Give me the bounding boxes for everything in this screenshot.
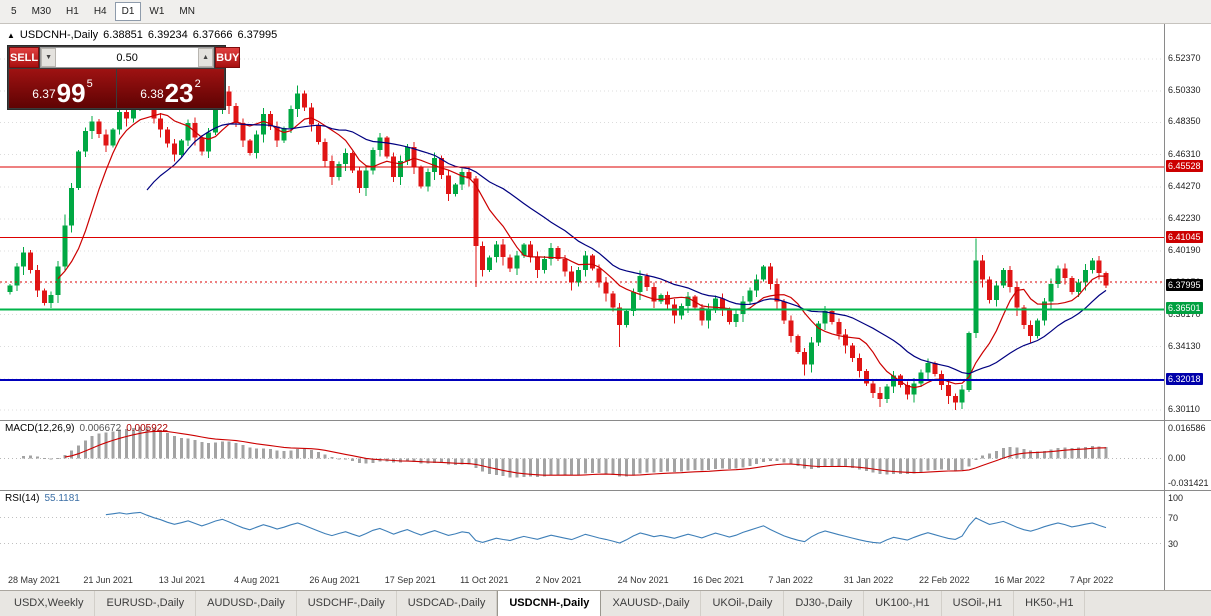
buy-button[interactable]: BUY — [215, 47, 241, 68]
price-line-label: 6.32018 — [1166, 372, 1203, 385]
volume-increase-icon[interactable]: ▲ — [198, 48, 214, 67]
sell-price-prefix: 6.37 — [32, 87, 56, 101]
symbol-tab-xauusd-daily[interactable]: XAUUSD-,Daily — [601, 591, 702, 616]
date-tick-label: 26 Aug 2021 — [309, 575, 360, 585]
volume-input[interactable] — [56, 48, 199, 67]
buy-price-pips: 23 — [164, 77, 194, 108]
rsi-value: 55.1181 — [44, 493, 80, 504]
date-tick-label: 28 May 2021 — [8, 575, 61, 585]
symbol-tab-uk100-h1[interactable]: UK100-,H1 — [864, 591, 942, 616]
ohlc-open: 6.38851 — [103, 29, 143, 41]
panel-divider — [1165, 420, 1211, 421]
symbol-tab-usdx-weekly[interactable]: USDX,Weekly — [3, 591, 96, 616]
date-tick-label: 22 Feb 2022 — [919, 575, 970, 585]
date-tick-label: 31 Jan 2022 — [843, 575, 894, 585]
macd-label: MACD(12,26,9) — [5, 423, 75, 434]
rsi-indicator-panel[interactable] — [0, 490, 1164, 571]
date-tick-label: 16 Mar 2022 — [994, 575, 1045, 585]
timeframe-toolbar: 5 M30 H1 H4 D1 W1 MN — [0, 0, 1211, 24]
symbol-tab-dj30-daily[interactable]: DJ30-,Daily — [784, 591, 865, 616]
sell-price-point: 5 — [86, 78, 93, 90]
macd-axis-zero: 0.00 — [1168, 453, 1186, 464]
volume-decrease-icon[interactable]: ▼ — [41, 48, 57, 67]
date-tick-label: 16 Dec 2021 — [693, 575, 745, 585]
panel-divider — [1165, 490, 1211, 491]
volume-stepper: ▼ ▲ — [40, 47, 215, 68]
symbol-marker-icon: ▲ — [7, 31, 15, 40]
ohlc-close: 6.37995 — [237, 29, 278, 41]
one-click-trade-panel: SELL ▼ ▲ BUY 6.37 99 5 6.38 23 2 — [7, 45, 241, 110]
buy-price-prefix: 6.38 — [140, 87, 164, 101]
sell-price-pips: 99 — [56, 77, 86, 108]
timeframe-button-mn[interactable]: MN — [179, 6, 195, 17]
symbol-tab-eurusd-daily[interactable]: EURUSD-,Daily — [95, 591, 197, 616]
timeframe-button-w1[interactable]: W1 — [149, 6, 165, 17]
date-tick-label: 7 Apr 2022 — [1069, 575, 1114, 585]
date-tick-label: 4 Aug 2021 — [234, 575, 280, 585]
price-line-label: 6.41045 — [1166, 230, 1203, 243]
rsi-axis-100: 100 — [1168, 493, 1184, 503]
rsi-axis-70: 70 — [1168, 512, 1179, 523]
axis-tick-label: 6.40190 — [1168, 245, 1201, 256]
sell-button[interactable]: SELL — [9, 47, 40, 68]
macd-signal-value: 0.005922 — [126, 423, 168, 434]
date-tick-label: 17 Sep 2021 — [384, 575, 436, 585]
symbol-tab-audusd-daily[interactable]: AUDUSD-,Daily — [196, 591, 297, 616]
date-tick-label: 7 Jan 2022 — [768, 575, 813, 585]
axis-tick-label: 6.42230 — [1168, 212, 1201, 223]
timeframe-button-5[interactable]: 5 — [11, 6, 17, 17]
chart-ohlc-header: ▲ USDCNH-,Daily 6.38851 6.39234 6.37666 6.379… — [7, 29, 282, 41]
macd-main-value: 0.006672 — [79, 423, 122, 434]
date-tick-label: 21 Jun 2021 — [83, 575, 133, 585]
symbol-tab-usoil-h1[interactable]: USOil-,H1 — [942, 591, 1015, 616]
chart-area[interactable]: ▲ USDCNH-,Daily 6.38851 6.39234 6.37666 6.379… — [0, 24, 1164, 590]
chart-symbol-title: USDCNH-,Daily — [19, 29, 99, 41]
price-line-label: 6.36501 — [1166, 302, 1203, 315]
rsi-indicator-header: RSI(14) 55.1181 — [5, 493, 80, 504]
axis-tick-label: 6.52370 — [1168, 53, 1201, 64]
date-tick-label: 11 Oct 2021 — [460, 575, 509, 585]
axis-tick-label: 6.46310 — [1168, 148, 1201, 159]
symbol-tab-usdchf-daily[interactable]: USDCHF-,Daily — [297, 591, 397, 616]
ohlc-high: 6.39234 — [147, 29, 188, 41]
symbol-tab-usdcnh-daily[interactable]: USDCNH-,Daily — [497, 591, 602, 616]
symbol-tab-hk50-h1[interactable]: HK50-,H1 — [1014, 591, 1086, 616]
price-line-label: 6.45528 — [1166, 159, 1203, 172]
timeframe-button-h1[interactable]: H1 — [66, 6, 79, 17]
symbol-tab-bar: USDX,Weekly EURUSD-,Daily AUDUSD-,Daily USD… — [0, 590, 1211, 616]
time-axis: 28 May 2021 21 Jun 2021 13 Jul 2021 4 Aug 2… — [0, 571, 1164, 590]
symbol-tab-usdcad-daily[interactable]: USDCAD-,Daily — [397, 591, 498, 616]
timeframe-button-m30[interactable]: M30 — [31, 6, 52, 17]
date-tick-label: 24 Nov 2021 — [617, 575, 669, 585]
buy-price-display[interactable]: 6.38 23 2 — [117, 69, 224, 108]
ohlc-low: 6.37666 — [192, 29, 233, 41]
macd-indicator-panel[interactable] — [0, 420, 1164, 490]
macd-axis-top: 0.016586 — [1168, 423, 1206, 433]
current-price-label: 6.37995 — [1166, 278, 1203, 291]
timeframe-button-d1[interactable]: D1 — [114, 2, 142, 21]
rsi-axis-30: 30 — [1168, 538, 1179, 549]
sell-price-display[interactable]: 6.37 99 5 — [9, 69, 116, 108]
price-axis: 6.52370 6.50330 6.48350 6.46310 6.44270 6.422… — [1164, 24, 1211, 590]
date-tick-label: 13 Jul 2021 — [158, 575, 206, 585]
axis-tick-label: 6.50330 — [1168, 85, 1201, 96]
axis-tick-label: 6.44270 — [1168, 180, 1201, 191]
macd-indicator-header: MACD(12,26,9) 0.006672 0.005922 — [5, 423, 168, 434]
symbol-tab-ukoil-daily[interactable]: UKOil-,Daily — [701, 591, 785, 616]
axis-tick-label: 6.48350 — [1168, 116, 1201, 127]
date-tick-label: 2 Nov 2021 — [535, 575, 582, 585]
buy-price-point: 2 — [194, 78, 201, 90]
axis-tick-label: 6.34130 — [1168, 340, 1201, 351]
timeframe-button-h4[interactable]: H4 — [93, 6, 107, 17]
macd-axis-bottom: -0.031421 — [1168, 478, 1209, 488]
axis-tick-label: 6.30110 — [1168, 404, 1200, 415]
rsi-label: RSI(14) — [5, 493, 40, 504]
candlestick-chart[interactable] — [0, 24, 1164, 420]
